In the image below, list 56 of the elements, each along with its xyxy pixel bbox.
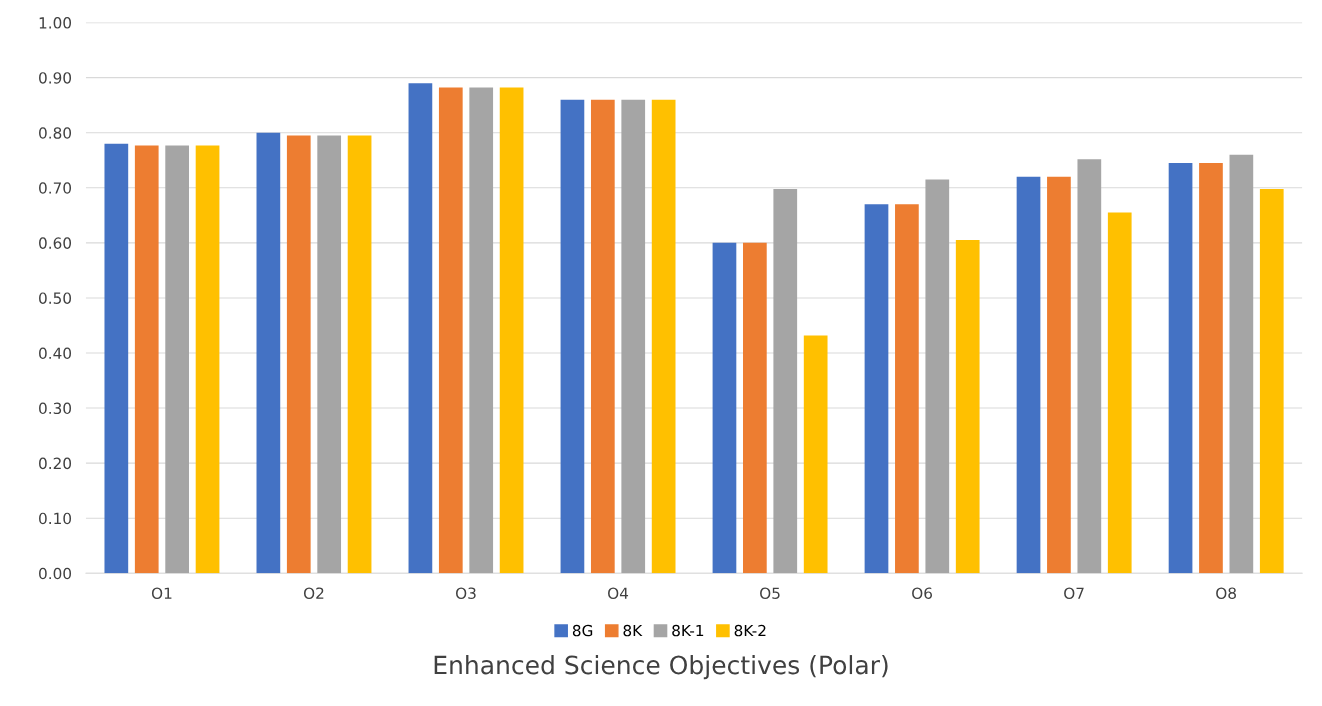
y-tick-label: 0.00 xyxy=(39,567,72,580)
bar xyxy=(864,204,889,574)
text: Enhanced Science Objectives (Polar) xyxy=(434,655,888,680)
bar xyxy=(469,87,494,574)
bar xyxy=(925,179,950,574)
legend-label: 8K xyxy=(623,624,643,637)
x-tick-label: O3 xyxy=(455,587,476,599)
bar xyxy=(104,143,129,574)
bar xyxy=(1199,163,1223,574)
y-tick-label: 1.00 xyxy=(39,17,72,29)
bar xyxy=(165,145,190,574)
bar xyxy=(1229,154,1254,574)
bar xyxy=(621,99,646,574)
bar xyxy=(1047,176,1071,574)
y-tick-label: 0.70 xyxy=(39,182,72,194)
y-tick-label: 0.90 xyxy=(39,72,72,84)
y-tick-label: 0.50 xyxy=(39,292,72,304)
bar xyxy=(438,87,463,574)
bar xyxy=(803,335,828,574)
x-tick-label: O2 xyxy=(303,587,324,599)
bar xyxy=(286,135,311,574)
x-tick-label: O4 xyxy=(608,587,629,599)
y-tick-label: 0.10 xyxy=(39,512,72,525)
bar xyxy=(134,145,159,574)
bar xyxy=(499,87,524,574)
bar xyxy=(560,99,585,574)
legend-label: 8G xyxy=(572,624,593,637)
bar xyxy=(895,204,919,574)
y-tick-label: 0.40 xyxy=(39,347,72,360)
bar xyxy=(1107,212,1132,574)
x-tick-label: O7 xyxy=(1064,587,1084,599)
x-tick-label: O8 xyxy=(1216,587,1236,599)
bar xyxy=(773,188,798,574)
bar xyxy=(743,242,767,574)
y-tick-label: 0.80 xyxy=(39,127,72,139)
bar xyxy=(712,242,737,574)
bar xyxy=(1168,163,1193,574)
bar xyxy=(590,99,615,574)
x-tick-label: O6 xyxy=(912,587,933,599)
bar xyxy=(1259,188,1284,574)
bar xyxy=(1016,176,1041,574)
bar xyxy=(955,240,980,574)
y-tick-label: 0.30 xyxy=(39,402,72,415)
x-tick-label: O5 xyxy=(760,587,780,599)
bar xyxy=(347,135,372,574)
bar xyxy=(1077,159,1102,574)
bar xyxy=(195,145,220,574)
legend-label: 8K-1 xyxy=(672,624,704,637)
bar xyxy=(317,135,342,574)
bar xyxy=(408,83,433,574)
x-tick-label: O1 xyxy=(151,587,172,599)
y-tick-label: 0.20 xyxy=(39,457,72,470)
legend-label: 8K-2 xyxy=(734,624,766,637)
y-tick-label: 0.60 xyxy=(39,237,72,249)
bar xyxy=(256,132,281,574)
bar xyxy=(651,99,676,574)
